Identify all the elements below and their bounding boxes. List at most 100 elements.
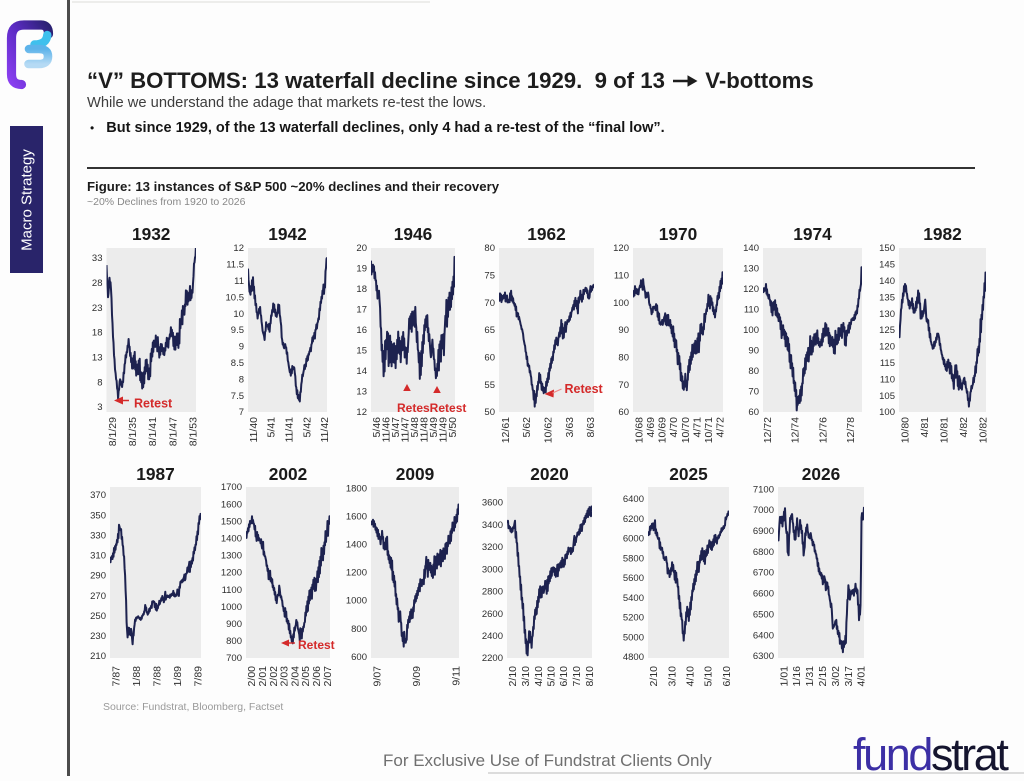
svg-text:1500: 1500: [221, 516, 242, 527]
svg-text:23: 23: [92, 303, 103, 314]
svg-text:6800: 6800: [753, 547, 774, 558]
svg-text:6/10: 6/10: [721, 666, 733, 687]
svg-text:60: 60: [618, 407, 629, 418]
svg-text:12/78: 12/78: [845, 417, 857, 443]
svg-text:5400: 5400: [623, 593, 644, 604]
svg-text:33: 33: [92, 253, 103, 264]
svg-text:5200: 5200: [623, 613, 644, 624]
svg-text:12/76: 12/76: [817, 417, 829, 443]
svg-text:9/09: 9/09: [411, 666, 423, 687]
svg-text:120: 120: [613, 243, 629, 254]
svg-text:1000: 1000: [346, 596, 367, 607]
svg-text:28: 28: [92, 278, 103, 289]
svg-text:8/1/35: 8/1/35: [127, 417, 139, 446]
svg-text:6700: 6700: [753, 568, 774, 579]
svg-text:7/10: 7/10: [571, 666, 583, 687]
svg-text:3600: 3600: [482, 498, 503, 509]
svg-text:6/10: 6/10: [558, 666, 570, 687]
svg-text:55: 55: [484, 380, 495, 391]
svg-text:115: 115: [880, 358, 895, 369]
svg-text:2/07: 2/07: [322, 666, 334, 687]
svg-text:20: 20: [356, 243, 367, 254]
svg-text:250: 250: [90, 611, 106, 622]
svg-text:5/47: 5/47: [390, 417, 402, 438]
svg-text:3400: 3400: [482, 520, 503, 531]
svg-text:75: 75: [484, 271, 495, 282]
svg-text:10/71: 10/71: [703, 417, 715, 443]
svg-text:110: 110: [744, 305, 759, 316]
svg-text:10/69: 10/69: [657, 417, 669, 443]
svg-text:14: 14: [356, 366, 367, 377]
svg-text:2025: 2025: [669, 464, 708, 484]
svg-text:8/63: 8/63: [585, 417, 597, 438]
svg-text:5/49: 5/49: [428, 417, 440, 438]
svg-text:1600: 1600: [221, 499, 242, 510]
svg-text:5600: 5600: [623, 573, 644, 584]
svg-text:10: 10: [233, 309, 244, 320]
svg-text:2/03: 2/03: [279, 666, 291, 687]
svg-text:5/48: 5/48: [409, 417, 421, 438]
svg-text:8/10: 8/10: [584, 666, 596, 687]
svg-text:10/62: 10/62: [543, 417, 555, 443]
svg-text:800: 800: [226, 636, 242, 647]
svg-text:3/10: 3/10: [666, 666, 678, 687]
svg-text:6300: 6300: [753, 651, 774, 662]
svg-text:150: 150: [879, 243, 895, 254]
svg-text:6900: 6900: [753, 526, 774, 537]
svg-text:1100: 1100: [222, 585, 242, 596]
svg-text:60: 60: [748, 407, 759, 418]
svg-text:8/1/47: 8/1/47: [167, 417, 179, 446]
svg-text:330: 330: [90, 531, 106, 542]
svg-text:11/42: 11/42: [319, 417, 331, 443]
svg-text:8/1/29: 8/1/29: [107, 417, 119, 446]
svg-text:1987: 1987: [136, 464, 174, 484]
svg-text:65: 65: [484, 325, 495, 336]
svg-text:1/16: 1/16: [791, 666, 803, 687]
svg-text:5/42: 5/42: [301, 417, 313, 438]
svg-text:11: 11: [234, 276, 244, 287]
svg-text:100: 100: [743, 325, 759, 336]
svg-text:5/41: 5/41: [266, 417, 278, 438]
svg-text:2/06: 2/06: [311, 666, 323, 687]
svg-text:12: 12: [233, 243, 244, 254]
svg-text:2600: 2600: [482, 609, 503, 620]
svg-text:1/01: 1/01: [778, 666, 790, 687]
svg-text:9.5: 9.5: [231, 325, 244, 336]
svg-text:8.5: 8.5: [231, 358, 244, 369]
svg-text:1000: 1000: [221, 602, 242, 613]
svg-text:5/50: 5/50: [447, 417, 459, 438]
svg-text:19: 19: [356, 264, 367, 275]
svg-text:9/07: 9/07: [371, 666, 383, 687]
svg-text:130: 130: [743, 264, 759, 275]
svg-text:1300: 1300: [221, 551, 242, 562]
svg-text:16: 16: [356, 325, 367, 336]
svg-text:1700: 1700: [221, 482, 242, 493]
svg-text:2/04: 2/04: [289, 666, 301, 687]
svg-text:1932: 1932: [132, 224, 170, 244]
svg-text:Retest: Retest: [134, 397, 173, 411]
svg-text:10.5: 10.5: [226, 292, 245, 303]
svg-text:6600: 6600: [753, 589, 774, 600]
svg-text:11/40: 11/40: [248, 417, 260, 443]
svg-text:11/46: 11/46: [381, 417, 393, 443]
svg-text:5/62: 5/62: [521, 417, 533, 438]
svg-text:4800: 4800: [623, 652, 644, 663]
svg-text:4/10: 4/10: [685, 666, 697, 687]
svg-text:130: 130: [879, 309, 895, 320]
svg-text:9: 9: [239, 342, 244, 353]
svg-text:11/49: 11/49: [437, 417, 449, 443]
svg-text:370: 370: [90, 490, 106, 501]
svg-text:105: 105: [879, 391, 895, 402]
svg-text:1/88: 1/88: [131, 666, 143, 687]
svg-text:7: 7: [239, 407, 244, 418]
svg-text:90: 90: [748, 346, 759, 357]
svg-text:2/10: 2/10: [507, 666, 519, 687]
svg-text:7.5: 7.5: [231, 391, 244, 402]
svg-text:2/02: 2/02: [268, 666, 280, 687]
svg-text:60: 60: [484, 353, 495, 364]
svg-text:15: 15: [356, 346, 367, 357]
svg-text:6200: 6200: [623, 514, 644, 525]
svg-text:2002: 2002: [269, 464, 307, 484]
svg-text:5/10: 5/10: [546, 666, 558, 687]
svg-text:90: 90: [618, 325, 629, 336]
